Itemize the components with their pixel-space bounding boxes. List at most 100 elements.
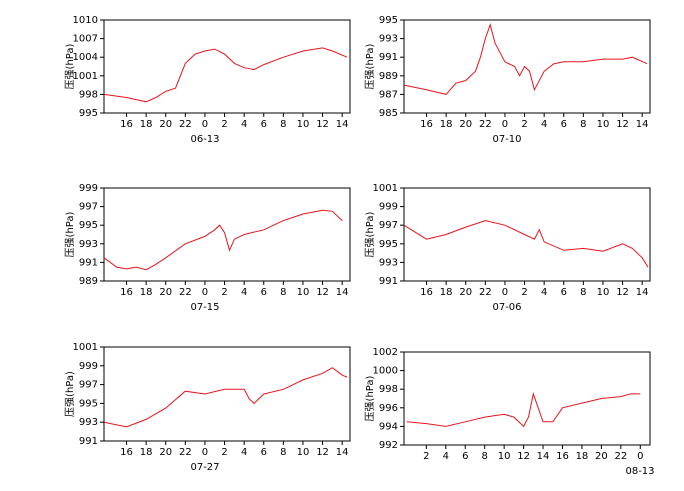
- y-tick-label: 989: [379, 71, 398, 82]
- x-tick-label: 12: [316, 447, 329, 458]
- pressure-line: [103, 47, 348, 103]
- y-tick-label: 994: [379, 421, 398, 432]
- x-tick-label: 22: [479, 287, 492, 298]
- y-tick-label: 985: [379, 108, 398, 119]
- x-tick-label: 18: [140, 119, 153, 130]
- x-tick-label: 4: [541, 119, 547, 130]
- x-tick-label: 10: [597, 287, 610, 298]
- x-tick-label: 20: [595, 451, 608, 462]
- x-tick-label: 6: [561, 119, 567, 130]
- x-tick-label: 4: [241, 119, 247, 130]
- x-tick-label: 0: [202, 447, 208, 458]
- x-tick-label: 8: [580, 287, 586, 298]
- x-tick-label: 0: [502, 287, 508, 298]
- y-tick-label: 997: [79, 380, 98, 391]
- x-axis-label: 07-27: [190, 462, 219, 473]
- x-tick-label: 16: [120, 447, 133, 458]
- x-tick-label: 0: [637, 451, 643, 462]
- x-tick-label: 18: [140, 287, 153, 298]
- y-tick-label: 1010: [73, 15, 98, 26]
- y-tick-label: 999: [79, 183, 98, 194]
- x-axis-label: 08-13: [625, 466, 654, 477]
- x-axis-label: 06-13: [190, 134, 219, 145]
- y-tick-label: 1000: [373, 366, 398, 377]
- pressure-line: [103, 209, 343, 271]
- y-tick-label: 992: [379, 440, 398, 451]
- y-tick-label: 995: [79, 398, 98, 409]
- y-tick-label: 993: [379, 34, 398, 45]
- x-tick-label: 18: [140, 447, 153, 458]
- x-tick-label: 14: [336, 119, 349, 130]
- x-tick-label: 20: [159, 119, 172, 130]
- plot-frame: [103, 346, 351, 442]
- x-tick-label: 12: [316, 287, 329, 298]
- y-tick-label: 1001: [73, 342, 98, 353]
- x-tick-label: 6: [261, 119, 267, 130]
- y-tick-label: 991: [379, 276, 398, 287]
- x-tick-label: 4: [541, 287, 547, 298]
- x-tick-label: 22: [179, 287, 192, 298]
- plot-frame: [403, 19, 651, 114]
- y-tick-label: 991: [79, 257, 98, 268]
- x-tick-label: 10: [597, 119, 610, 130]
- x-tick-label: 8: [580, 119, 586, 130]
- y-axis-label: 压强(hPa): [364, 211, 376, 257]
- x-tick-label: 12: [616, 287, 629, 298]
- x-tick-label: 6: [561, 287, 567, 298]
- y-tick-label: 996: [379, 403, 398, 414]
- x-tick-label: 14: [537, 451, 550, 462]
- x-axis-label: 07-06: [492, 302, 521, 313]
- x-tick-label: 16: [120, 287, 133, 298]
- x-tick-label: 12: [316, 119, 329, 130]
- x-tick-label: 4: [241, 287, 247, 298]
- x-tick-label: 14: [636, 119, 649, 130]
- x-tick-label: 16: [420, 119, 433, 130]
- y-tick-label: 991: [379, 52, 398, 63]
- x-tick-label: 10: [297, 447, 310, 458]
- x-tick-label: 20: [459, 119, 472, 130]
- pressure-line: [403, 22, 648, 95]
- y-tick-label: 1001: [373, 183, 398, 194]
- y-tick-label: 1001: [73, 71, 98, 82]
- x-tick-label: 4: [241, 447, 247, 458]
- x-tick-label: 12: [517, 451, 530, 462]
- x-tick-label: 14: [336, 287, 349, 298]
- plot-frame: [403, 187, 651, 282]
- x-tick-label: 16: [556, 451, 569, 462]
- pressure-line: [103, 367, 348, 428]
- x-tick-label: 22: [179, 119, 192, 130]
- x-tick-label: 2: [221, 119, 227, 130]
- x-tick-label: 8: [280, 287, 286, 298]
- x-tick-label: 14: [636, 287, 649, 298]
- x-tick-label: 18: [576, 451, 589, 462]
- plot-frame: [103, 19, 351, 114]
- x-tick-label: 2: [221, 287, 227, 298]
- y-tick-label: 997: [379, 220, 398, 231]
- y-tick-label: 995: [379, 239, 398, 250]
- x-tick-label: 2: [521, 119, 527, 130]
- y-tick-label: 998: [79, 89, 98, 100]
- x-tick-label: 0: [502, 119, 508, 130]
- y-tick-label: 998: [379, 384, 398, 395]
- x-tick-label: 18: [440, 119, 453, 130]
- x-tick-label: 20: [459, 287, 472, 298]
- x-tick-label: 6: [261, 447, 267, 458]
- x-tick-label: 10: [297, 287, 310, 298]
- x-tick-label: 4: [443, 451, 449, 462]
- x-tick-label: 12: [616, 119, 629, 130]
- x-tick-label: 10: [498, 451, 511, 462]
- y-axis-label: 压强(hPa): [64, 371, 76, 417]
- y-tick-label: 1007: [73, 34, 98, 45]
- y-axis-label: 压强(hPa): [364, 43, 376, 89]
- x-tick-label: 22: [614, 451, 627, 462]
- x-tick-label: 8: [280, 447, 286, 458]
- x-tick-label: 0: [202, 287, 208, 298]
- y-tick-label: 1004: [73, 52, 98, 63]
- y-axis-label: 压强(hPa): [364, 375, 376, 421]
- y-tick-label: 991: [79, 436, 98, 447]
- x-tick-label: 22: [479, 119, 492, 130]
- x-tick-label: 10: [297, 119, 310, 130]
- y-tick-label: 993: [379, 257, 398, 268]
- y-axis-label: 压强(hPa): [64, 211, 76, 257]
